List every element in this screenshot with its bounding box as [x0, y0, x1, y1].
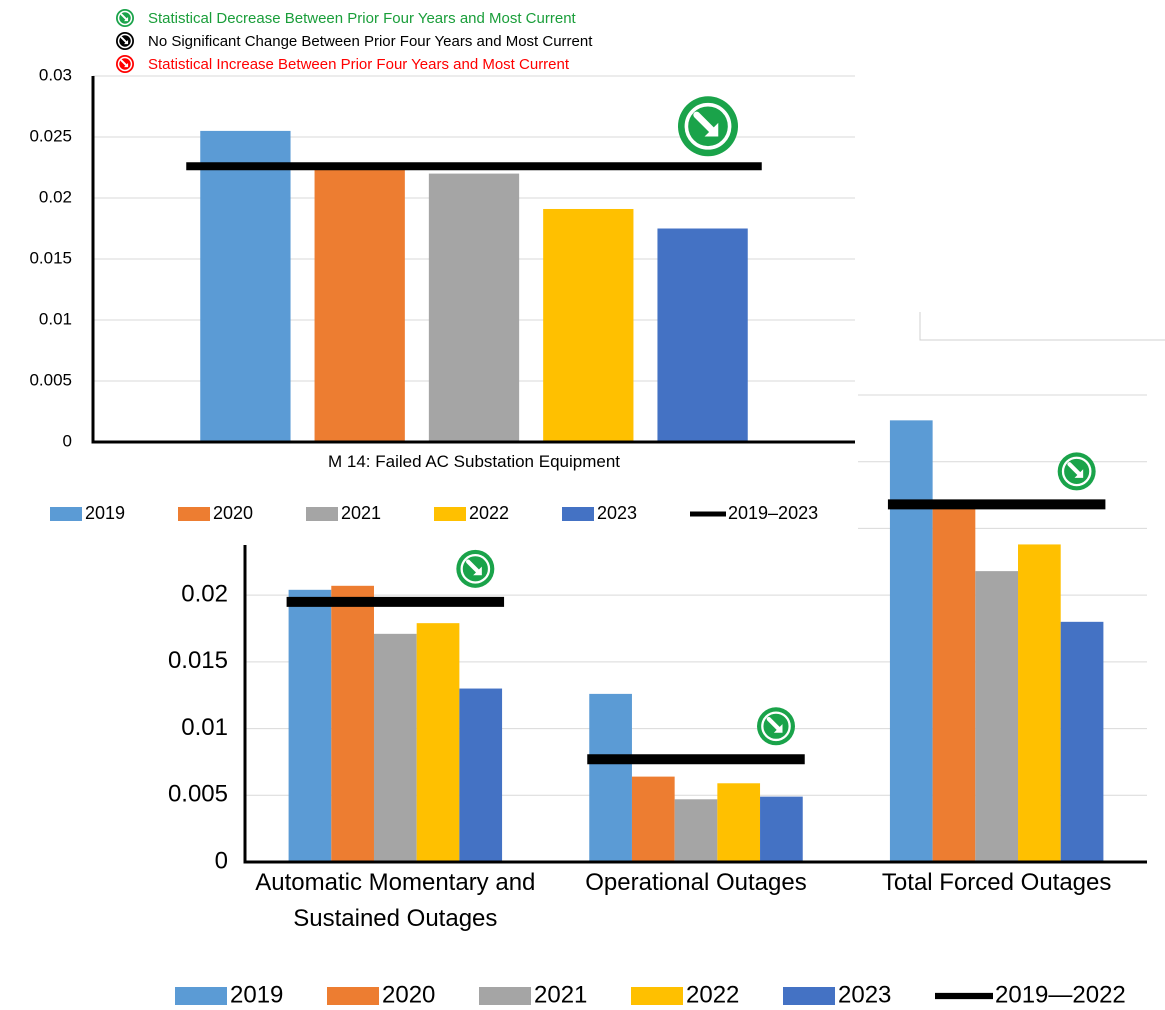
x-tick-label: Operational Outages [585, 869, 807, 896]
y-tick-label: 0.025 [29, 126, 72, 145]
trend-icon-part [684, 102, 732, 150]
bar [331, 585, 374, 862]
legend-label: 2022 [686, 981, 739, 1008]
trend-icon-part [704, 122, 719, 137]
bar [428, 173, 520, 442]
legend-label: 2020 [382, 981, 435, 1008]
trend-icon-part [123, 16, 129, 22]
legend-label: 2019 [230, 981, 283, 1008]
trend-icon [116, 9, 134, 27]
bar [288, 589, 332, 862]
bar [314, 168, 405, 442]
trend-icon-part [1061, 456, 1092, 487]
legend-swatch [306, 507, 338, 521]
legend-swatch [783, 987, 835, 1005]
x-tick-label: M 14: Failed AC Substation Equipment [328, 452, 620, 472]
trend-icon-part [120, 13, 128, 21]
trend-icon-part [117, 56, 133, 72]
legend-label: 2023 [597, 503, 637, 523]
legend-label: 2022 [469, 503, 509, 523]
trend-icon-part [120, 36, 128, 44]
x-tick-label: Automatic Momentary and Sustained Outage… [255, 869, 536, 932]
trend-icon-part [117, 10, 133, 26]
x-tick-label: Total Forced Outages [881, 869, 1112, 896]
y-tick-label: 0 [63, 431, 72, 450]
y-tick-label: 0.03 [39, 65, 72, 84]
trend-icon-part [123, 62, 129, 68]
legend-swatch [479, 987, 531, 1005]
legend-label: 2023 [838, 981, 891, 1008]
bar [975, 571, 1019, 862]
legend-label: 2019—2022 [995, 981, 1126, 1008]
bar [674, 799, 718, 862]
bar [416, 623, 460, 862]
bar [373, 633, 417, 862]
legend-swatch [562, 507, 594, 521]
bar [631, 776, 675, 862]
legend-swatch [178, 507, 210, 521]
bar [889, 420, 933, 862]
trend-icon-part [1074, 469, 1084, 478]
legend-swatch [50, 507, 82, 521]
legend-label: 2019 [85, 503, 125, 523]
legend-swatch [175, 987, 227, 1005]
top-chart-panel: 0 0.005 0.01 0.015 0.02 0.025 0.03 2019 2020 2021… [0, 0, 858, 540]
y-tick-label: 0.005 [29, 370, 72, 389]
trend-icon [678, 96, 738, 157]
trend-icon-part [473, 566, 482, 576]
legend-swatch [327, 987, 379, 1005]
bar [717, 783, 761, 862]
y-tick-label: 0 [215, 847, 228, 874]
indicator-label: No Significant Change Between Prior Four… [148, 33, 593, 50]
bar [200, 130, 291, 442]
bar [1018, 544, 1061, 862]
legend-swatch [434, 507, 466, 521]
top-chart: 0 0.005 0.01 0.015 0.02 0.025 0.03 2019 2020 2021… [29, 9, 855, 523]
indicator-label: Statistical Increase Between Prior Four … [148, 56, 570, 73]
y-tick-label: 0.01 [181, 714, 228, 741]
trend-icon-part [117, 33, 133, 49]
bar [760, 796, 803, 862]
trend-icon-part [460, 553, 491, 584]
trend-icon-part [466, 559, 480, 574]
bar [1060, 621, 1104, 862]
trend-icon-part [120, 59, 128, 67]
bar [543, 208, 634, 442]
trend-icon-part [1067, 462, 1082, 477]
y-tick-label: 0.02 [181, 580, 228, 607]
y-tick-label: 0.01 [39, 309, 72, 328]
legend-label: 2020 [213, 503, 253, 523]
indicator-label: Statistical Decrease Between Prior Four … [148, 10, 577, 27]
legend-swatch [631, 987, 683, 1005]
bar [589, 693, 632, 862]
y-tick-label: 0.02 [39, 187, 72, 206]
trend-icon [1057, 452, 1096, 491]
trend-icon-part [123, 39, 129, 45]
legend-label: 2019–2023 [728, 503, 818, 523]
legend-label: 2021 [534, 981, 587, 1008]
y-tick-label: 0.015 [168, 647, 228, 674]
y-tick-label: 0.015 [29, 248, 72, 267]
legend-label: 2021 [341, 503, 381, 523]
trend-icon [116, 55, 134, 73]
trend-icon-part [773, 724, 783, 733]
trend-icon [456, 549, 495, 588]
bar [932, 507, 976, 862]
y-tick-label: 0.005 [168, 781, 228, 808]
bar [657, 228, 748, 442]
trend-icon-part [761, 711, 791, 742]
trend-icon [116, 32, 134, 50]
trend-icon-part [693, 111, 716, 134]
bar [459, 688, 503, 862]
trend-icon [757, 707, 795, 746]
trend-icon-part [766, 716, 781, 731]
frame-fragment [919, 312, 1165, 341]
